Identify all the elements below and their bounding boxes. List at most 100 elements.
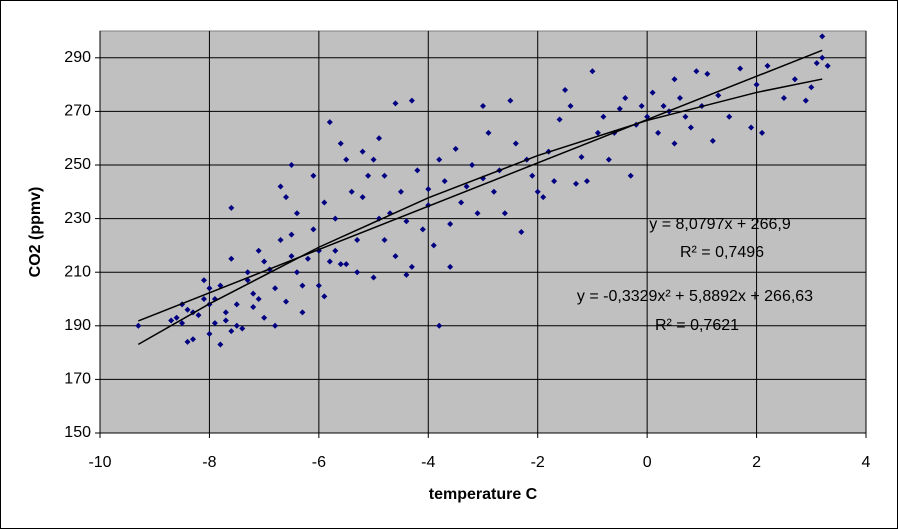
x-tick-label: -4: [421, 454, 435, 471]
point: [573, 180, 580, 187]
point: [748, 124, 755, 131]
point: [370, 156, 377, 163]
point: [293, 210, 300, 217]
x-tick-label: 4: [862, 454, 871, 471]
x-tick-label: -2: [531, 454, 545, 471]
point: [562, 86, 569, 93]
x-tick-label: -8: [202, 454, 216, 471]
point: [332, 247, 339, 254]
point: [726, 113, 733, 120]
point: [616, 105, 623, 112]
point: [419, 226, 426, 233]
point: [813, 60, 820, 67]
annotation: R² = 0,7496: [680, 244, 764, 261]
point: [704, 70, 711, 77]
point: [299, 309, 306, 316]
point: [190, 336, 197, 343]
point: [693, 68, 700, 75]
point: [403, 218, 410, 225]
point: [469, 162, 476, 168]
point: [261, 314, 268, 321]
point: [299, 282, 306, 289]
point: [436, 322, 443, 329]
x-axis-title: temperature C: [429, 486, 538, 503]
y-tick-label: 250: [64, 156, 91, 173]
point: [452, 145, 459, 152]
point: [228, 255, 235, 262]
point: [381, 237, 388, 244]
point: [233, 322, 240, 329]
point: [534, 188, 541, 195]
point: [211, 320, 218, 327]
plot-area: [99, 30, 867, 434]
point: [310, 226, 317, 233]
point: [272, 322, 279, 329]
point: [337, 140, 344, 147]
point: [463, 183, 470, 190]
point: [819, 54, 826, 61]
point: [567, 103, 574, 110]
y-tick-label: 150: [64, 424, 91, 441]
point: [655, 129, 662, 136]
point: [359, 148, 366, 155]
point: [715, 92, 722, 99]
x-tick-label: -10: [88, 454, 111, 471]
y-tick-label: 170: [64, 371, 91, 388]
point: [250, 290, 257, 297]
point: [638, 103, 645, 110]
point: [687, 124, 694, 131]
point: [228, 328, 235, 335]
point: [326, 258, 333, 265]
point: [600, 113, 607, 120]
point: [819, 33, 826, 40]
y-tick-label: 210: [64, 263, 91, 280]
point: [239, 325, 246, 332]
point: [605, 156, 612, 163]
point: [304, 255, 311, 262]
point: [540, 194, 547, 201]
point: [441, 178, 448, 185]
point: [397, 188, 404, 195]
point: [359, 194, 366, 201]
point: [348, 188, 355, 195]
point: [222, 309, 229, 316]
point: [354, 269, 361, 276]
point: [222, 317, 229, 324]
point: [512, 140, 519, 147]
point: [206, 330, 213, 337]
point: [288, 231, 295, 238]
point: [370, 274, 377, 281]
annotation: R² = 0,7621: [655, 317, 739, 334]
point: [135, 322, 142, 329]
point: [578, 153, 585, 160]
annotation: y = -0,3329x² + 5,8892x + 266,63: [577, 288, 813, 305]
point: [250, 304, 257, 311]
point: [649, 89, 656, 96]
trendline: [137, 78, 823, 346]
point: [709, 137, 716, 144]
y-tick-label: 230: [64, 210, 91, 227]
point: [179, 320, 186, 327]
point: [671, 140, 678, 147]
point: [343, 156, 350, 163]
point: [310, 172, 317, 179]
point: [365, 172, 372, 179]
point: [326, 119, 333, 126]
point: [780, 95, 787, 101]
point: [501, 210, 508, 217]
point: [808, 84, 815, 91]
point: [200, 296, 207, 302]
point: [184, 306, 191, 313]
point: [490, 188, 497, 195]
x-tick-label: -6: [312, 454, 326, 471]
point: [184, 338, 191, 345]
point: [759, 129, 766, 136]
x-tick-label: 2: [752, 454, 761, 471]
point: [622, 95, 629, 101]
y-axis-title: CO2 (ppmv): [27, 187, 44, 278]
point: [518, 229, 525, 235]
point: [321, 199, 328, 206]
point: [321, 293, 328, 300]
point: [392, 253, 399, 260]
point: [507, 97, 514, 104]
